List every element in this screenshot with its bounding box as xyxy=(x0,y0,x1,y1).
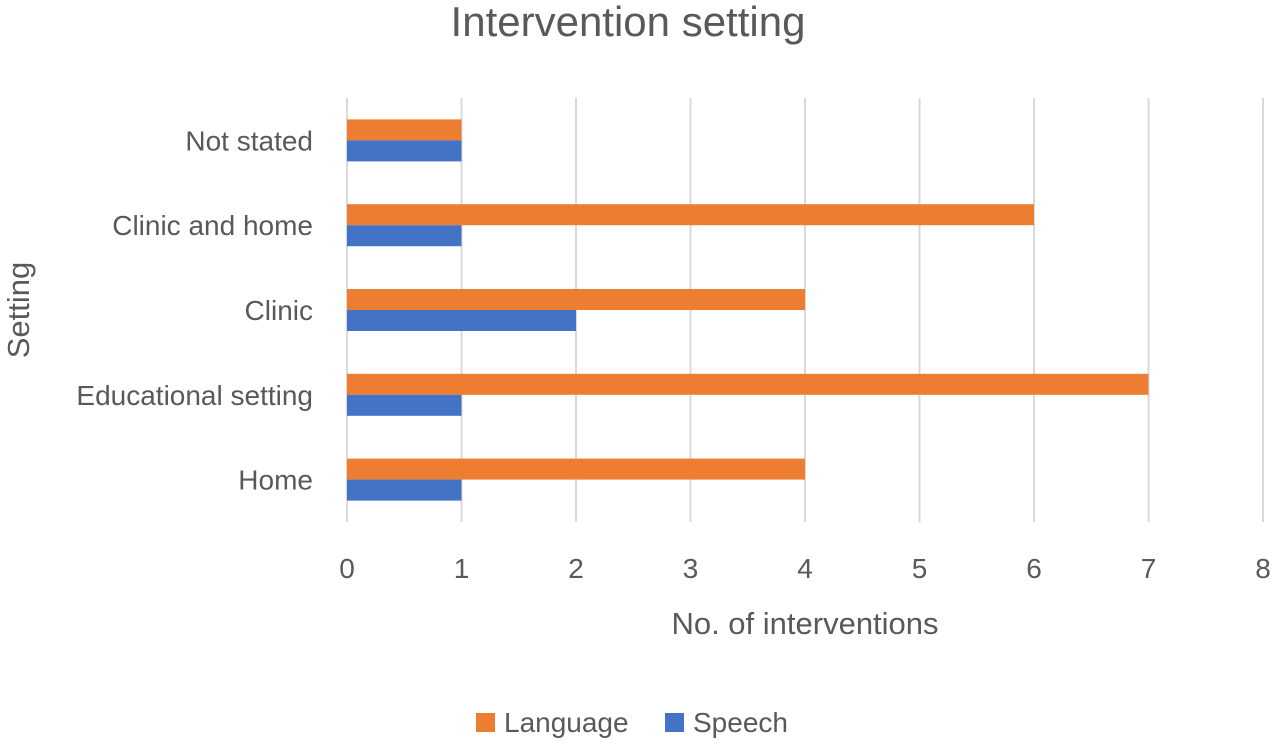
legend: Language Speech xyxy=(476,707,788,738)
x-tick-label: 6 xyxy=(1026,553,1042,584)
category-label: Home xyxy=(238,465,313,496)
legend-label: Speech xyxy=(693,707,788,738)
legend-swatch xyxy=(476,713,495,732)
x-axis-title: No. of interventions xyxy=(671,606,938,641)
bar-speech xyxy=(347,394,462,416)
x-tick-label: 7 xyxy=(1141,553,1157,584)
legend-swatch xyxy=(665,713,684,732)
x-tick-label: 5 xyxy=(912,553,928,584)
x-tick-label: 3 xyxy=(683,553,699,584)
x-tick-label: 4 xyxy=(797,553,813,584)
category-label: Not stated xyxy=(185,125,313,156)
bar-speech xyxy=(347,140,462,162)
category-label: Clinic xyxy=(245,295,313,326)
x-tick-label: 8 xyxy=(1255,553,1271,584)
bar-language xyxy=(347,119,462,141)
category-label: Clinic and home xyxy=(112,210,313,241)
x-tick-label: 0 xyxy=(339,553,355,584)
category-labels: Not stated Clinic and home Clinic Education… xyxy=(76,125,313,495)
bar-language xyxy=(347,373,1149,395)
bar-language xyxy=(347,204,1034,226)
bars xyxy=(347,119,1149,501)
bar-language xyxy=(347,289,805,310)
chart-title: Intervention setting xyxy=(451,0,806,45)
bar-speech xyxy=(347,225,462,247)
category-label: Educational setting xyxy=(76,380,313,411)
x-tick-labels: 0 1 2 3 4 5 6 7 8 xyxy=(339,553,1271,584)
y-axis-title: Setting xyxy=(1,262,36,359)
x-tick-label: 2 xyxy=(568,553,584,584)
x-tick-label: 1 xyxy=(454,553,470,584)
bar-speech xyxy=(347,310,576,331)
bar-speech xyxy=(347,479,462,501)
legend-label: Language xyxy=(504,707,629,738)
bar-language xyxy=(347,458,805,480)
